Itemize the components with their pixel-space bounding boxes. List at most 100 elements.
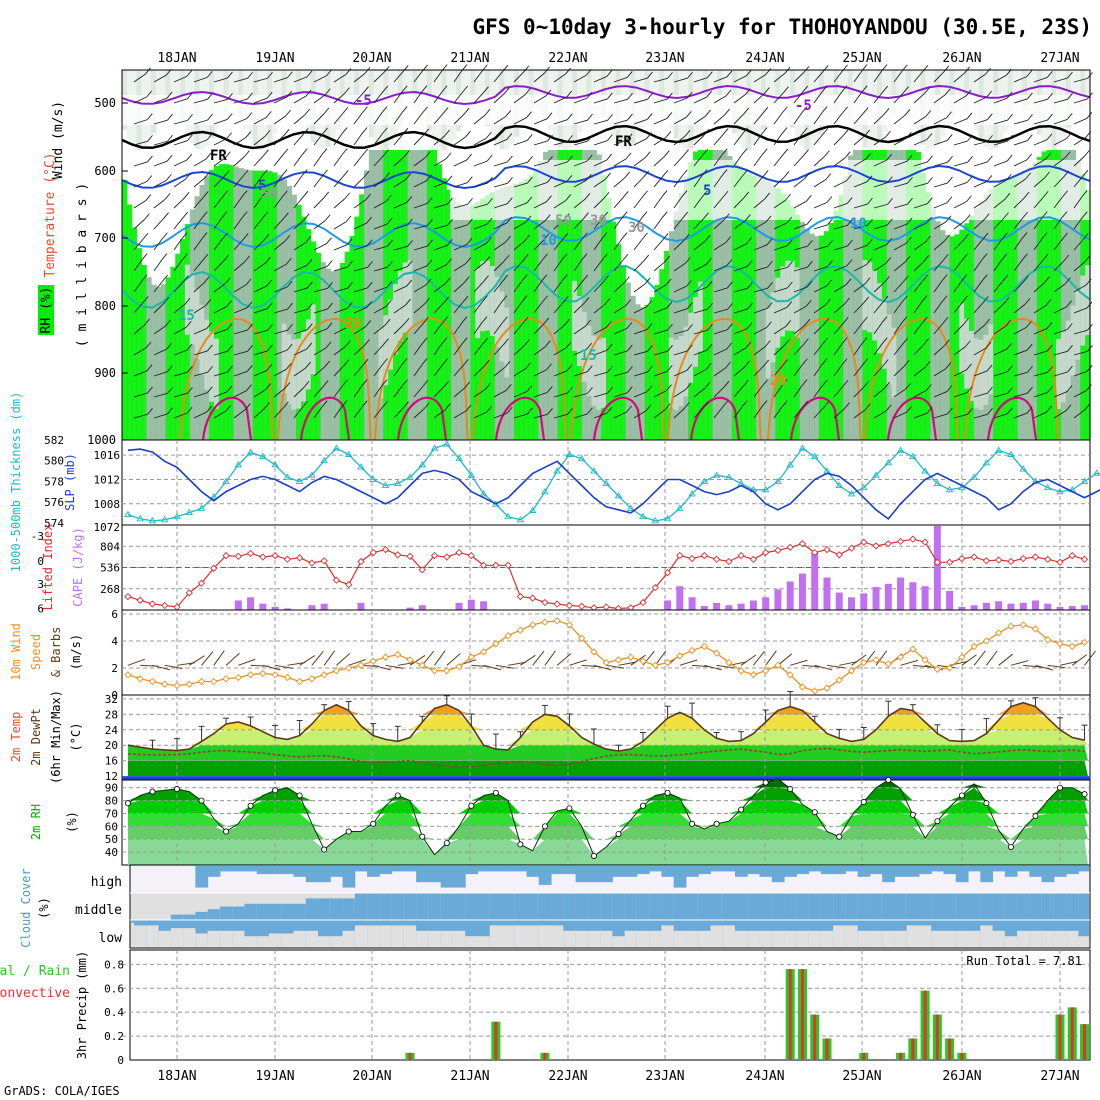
wind-speed-point [479, 648, 488, 656]
wind-barb-flag [322, 127, 328, 135]
wind-barb [213, 157, 226, 167]
wind-barb-flag [447, 197, 453, 205]
cloud-high [698, 866, 711, 875]
wind-barb [833, 408, 845, 419]
wind-speed-point [234, 673, 242, 682]
wind-barb-flag [546, 195, 552, 202]
wind-barb-flag [283, 129, 290, 136]
wind-barb-flag [186, 153, 193, 161]
tick-label: 6 [37, 603, 44, 616]
wind-barb-flag [265, 383, 272, 390]
wind-barb [413, 134, 425, 146]
wind-barb [553, 302, 564, 314]
wind-barb-flag [223, 170, 230, 178]
wind-barb [333, 406, 343, 419]
wind-barb-flag [721, 169, 728, 176]
tick-label: 32 [105, 693, 118, 706]
wind-barb-flag [927, 155, 933, 163]
wind-barb [973, 140, 988, 146]
wind-barb-flag [722, 400, 729, 408]
cloud-low [354, 925, 368, 947]
wind-barb-flag [944, 234, 950, 242]
wind-barb-flag [607, 92, 613, 100]
cloud-high [955, 866, 969, 883]
rh-fill [180, 239, 186, 440]
wind-barb-flag [724, 213, 730, 220]
cape-bar [1031, 600, 1039, 610]
wind-speed-point [430, 667, 439, 675]
wind-barb-flag [426, 174, 432, 181]
wind-barb-flag [841, 358, 848, 365]
lifted-index-point [1056, 558, 1064, 566]
wind-barb-10m [1071, 654, 1088, 666]
wind-barb-flag [187, 365, 193, 373]
wind-barb [1033, 282, 1045, 293]
wind-barb-flag [822, 379, 828, 387]
wind-barb-flag [821, 85, 828, 92]
wind-barb-flag [586, 154, 593, 162]
tick-label: 16 [105, 755, 118, 768]
rh-fill-upper [291, 70, 297, 111]
cloud-middle [379, 893, 393, 920]
rh-fill-upper [1027, 70, 1033, 117]
wind-barb [373, 286, 388, 293]
wind-barb-flag [906, 405, 913, 413]
precip-convective-bar [1070, 1007, 1074, 1060]
rh-point [738, 806, 745, 813]
wind-barb [973, 370, 988, 377]
cloud-middle [968, 893, 981, 920]
wind-barb-flag [1086, 112, 1093, 119]
wind-barb-10m [385, 664, 404, 669]
wind-barb [933, 71, 945, 83]
wind-barb [873, 159, 887, 167]
wind-barb-flag [722, 190, 729, 198]
wind-barb-flag [807, 260, 813, 268]
cape-bar [737, 603, 745, 610]
wind-barb-flag [1001, 253, 1008, 260]
wind-barb-flag [206, 133, 213, 141]
wind-barb-flag [207, 93, 213, 100]
cloud-high [428, 866, 442, 883]
wind-barb [133, 161, 148, 167]
wind-barb [413, 91, 423, 104]
wind-barb [173, 412, 188, 419]
lifted-index-point [762, 548, 770, 557]
wind-barb [173, 371, 188, 377]
wind-barb-flag [446, 239, 453, 246]
wind-barb [373, 177, 386, 188]
wind-barb [593, 217, 604, 230]
wind-speed-point [222, 675, 230, 683]
wind-barb [1053, 410, 1067, 419]
wind-barb [773, 266, 788, 272]
wind-barb [973, 119, 988, 125]
wind-barb-flag [365, 193, 371, 201]
cloud-mid-bg [158, 893, 172, 920]
wind-barb [293, 242, 307, 251]
wind-barb-flag [146, 113, 153, 120]
wind-barb [133, 392, 148, 398]
wind-barb [933, 280, 943, 293]
wind-barb [513, 260, 524, 272]
wind-barb-flag [567, 408, 573, 415]
rh-fill-light [678, 336, 685, 407]
rh-fill-upper [664, 70, 670, 120]
wind-barb [613, 98, 628, 104]
wind-barb [393, 224, 408, 230]
wind-barb [973, 413, 988, 419]
wind-barb [1013, 178, 1026, 188]
wind-barb-flag [406, 196, 413, 203]
rh-fill [223, 164, 230, 440]
lifted-index-point [933, 558, 941, 566]
wind-barb-flag [647, 93, 653, 100]
wind-barb [293, 154, 303, 167]
wind-barb [233, 98, 248, 104]
wind-barb-10m [483, 664, 502, 671]
lifted-index-point [823, 545, 831, 554]
wind-barb [773, 345, 785, 356]
wind-barb [993, 218, 1004, 230]
rh-fill-upper [286, 70, 292, 111]
wind-barb-flag [804, 172, 811, 179]
wind-barb-flag [324, 360, 331, 368]
wind-barb [713, 287, 728, 293]
tick-label: 70 [105, 807, 118, 820]
